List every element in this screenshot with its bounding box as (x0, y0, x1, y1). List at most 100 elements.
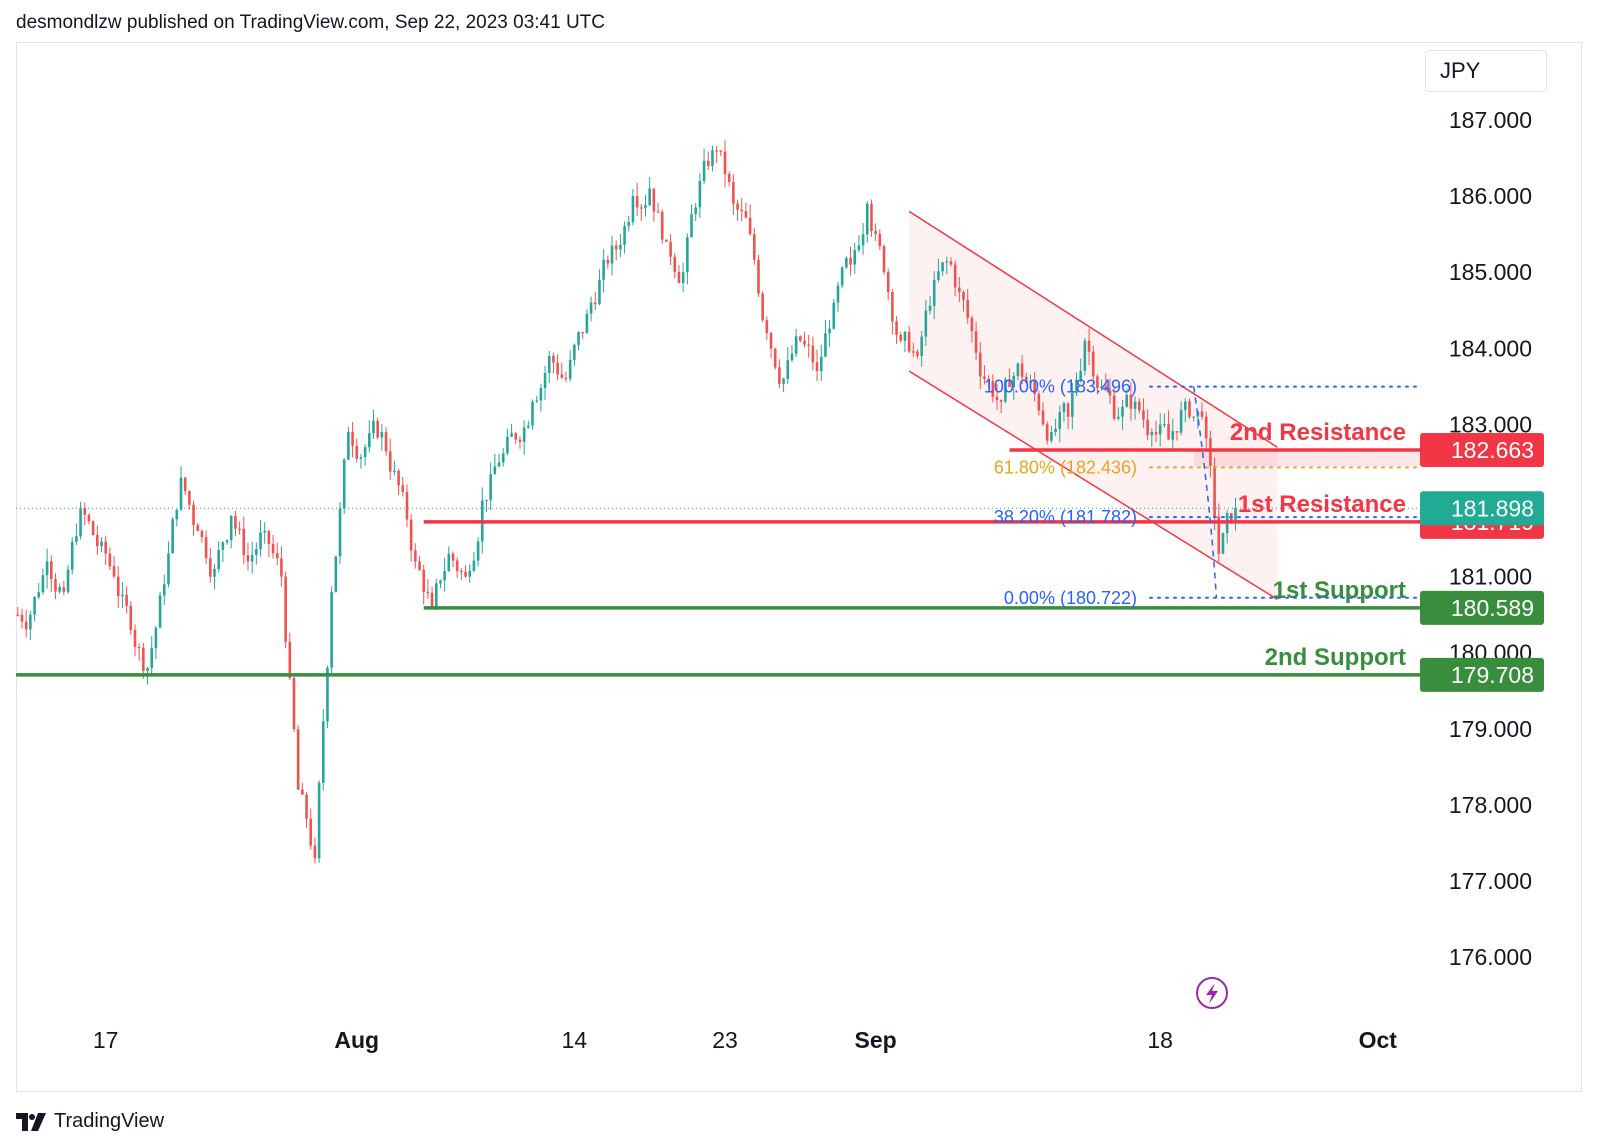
candle-body (1117, 416, 1120, 419)
candle-body (702, 160, 706, 181)
candle-body (945, 261, 949, 263)
y-tick-label: 176.000 (1449, 944, 1532, 970)
y-tick-label: 184.000 (1449, 335, 1532, 361)
candle-body (958, 287, 961, 293)
candle-body (991, 381, 995, 397)
lightning-bolt-icon (1206, 983, 1218, 1004)
candle-body (1129, 394, 1133, 409)
candle-body (121, 594, 124, 597)
candle-body (146, 667, 149, 671)
candle-body (552, 355, 555, 363)
candle-body (112, 566, 116, 577)
candle-body (384, 432, 388, 452)
candle-body (1058, 411, 1062, 429)
candle-body (1091, 351, 1095, 377)
candle-body (673, 256, 677, 272)
candle-body (681, 272, 685, 283)
candle-body (1050, 432, 1053, 441)
candle-body (593, 302, 597, 305)
candle-body (309, 818, 313, 846)
candle-body (882, 246, 886, 273)
candle-body (799, 336, 802, 341)
candle-body (267, 530, 271, 544)
candle-body (1137, 401, 1141, 411)
candle-body (1112, 395, 1116, 419)
candle-body (62, 587, 66, 592)
support-price-badge (1420, 657, 1544, 692)
candle-body (1175, 431, 1179, 433)
candle-body (1108, 390, 1112, 396)
candle-body (1183, 401, 1187, 410)
fibonacci-levels: 100.00% (183.496) 61.80% (182.436) 38.20% … (984, 377, 1421, 608)
candle-body (246, 555, 250, 562)
candle-body (83, 508, 87, 515)
candle-body (824, 333, 827, 357)
alert-icon[interactable] (1196, 977, 1228, 1009)
fib-label: 38.20% (181.782) (994, 507, 1137, 527)
candle-body (807, 344, 810, 346)
candle-body (623, 226, 626, 245)
x-tick-label: Aug (334, 1027, 379, 1053)
candle-body (204, 537, 208, 559)
channel-upper-line (908, 210, 1278, 448)
candle-body (539, 387, 543, 401)
currency-label[interactable]: JPY (1425, 50, 1547, 92)
candle-body (330, 591, 333, 668)
y-tick-label: 178.000 (1449, 792, 1532, 818)
candle-body (903, 331, 907, 341)
candle-body (727, 174, 731, 182)
fib-label: 61.80% (182.436) (994, 457, 1137, 477)
candle-body (757, 259, 760, 294)
candle-body (20, 614, 24, 622)
channel-fill (909, 211, 1278, 600)
candle-body (1179, 409, 1183, 433)
fib-label: 100.00% (183.496) (984, 377, 1137, 397)
candle-body (568, 359, 572, 379)
candle-body (305, 794, 308, 819)
candle-body (405, 492, 409, 520)
candle-body (656, 211, 660, 213)
candle-body (388, 451, 392, 472)
candle-body (715, 150, 718, 152)
candle-body (911, 351, 915, 353)
candle-body (1154, 432, 1158, 435)
candle-body (342, 459, 346, 509)
candle-body (819, 356, 823, 372)
candle-body (439, 580, 442, 584)
candle-body (891, 292, 894, 322)
candle-body (255, 549, 258, 555)
candle-body (949, 261, 953, 265)
candle-body (832, 302, 836, 329)
candle-body (711, 150, 714, 166)
candle-body (1158, 424, 1162, 435)
candle-body (1188, 401, 1191, 417)
candle-body (932, 279, 936, 306)
candle-body (840, 267, 844, 286)
candle-body (196, 525, 200, 531)
y-tick-label: 177.000 (1449, 868, 1532, 894)
candle-body (380, 432, 384, 438)
support-resistance-lines: 2nd Resistance 1st Resistance 1st Support 2… (16, 419, 1420, 677)
candle-body (962, 292, 965, 300)
candle-body (213, 568, 216, 577)
candle-body (284, 576, 287, 642)
candle-body (886, 272, 890, 293)
candle-body (455, 560, 459, 571)
candle-body (765, 320, 769, 334)
candle-body (142, 647, 145, 671)
candle-body (527, 425, 530, 428)
candle-body (836, 285, 840, 303)
candle-body (1234, 508, 1237, 522)
candle-body (1163, 423, 1166, 426)
candle-body (1008, 379, 1011, 388)
candle-body (853, 250, 857, 265)
descending-channel (908, 210, 1278, 601)
candle-body (752, 234, 756, 260)
candle-body (24, 621, 28, 630)
candle-body (451, 553, 455, 561)
candle-body (1096, 376, 1099, 389)
candle-body (736, 203, 739, 210)
candle-body (669, 241, 672, 257)
